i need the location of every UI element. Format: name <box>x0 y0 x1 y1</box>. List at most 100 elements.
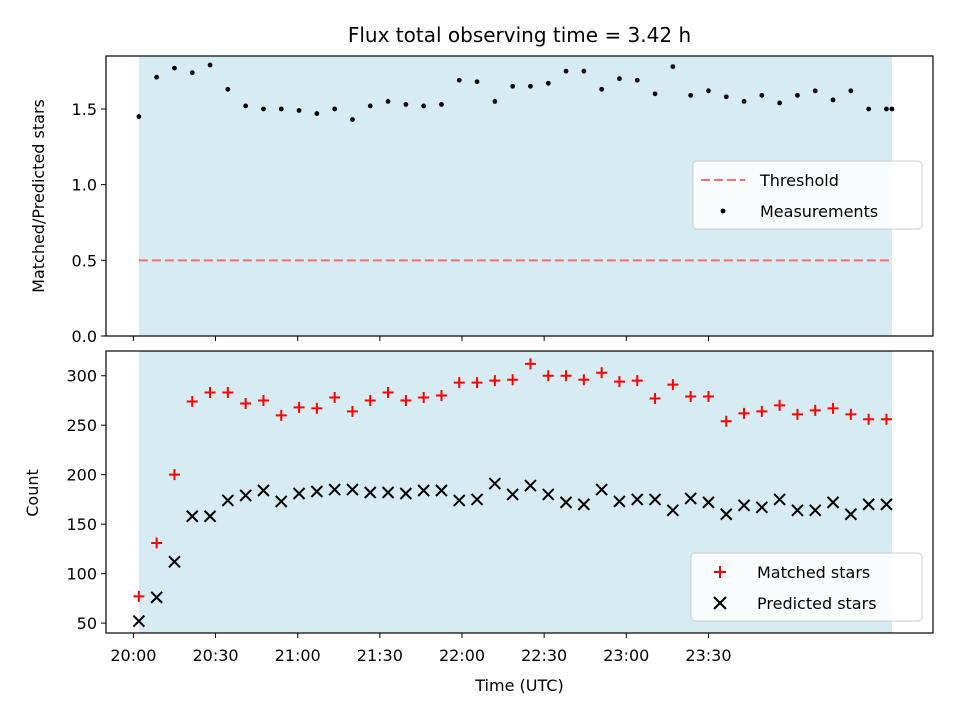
predicted-star-marker <box>186 510 199 523</box>
matched-star-marker <box>560 370 572 382</box>
matched-star-marker <box>720 415 732 427</box>
predicted-star-marker <box>862 498 875 511</box>
matched-star-marker <box>809 404 821 416</box>
matched-star-marker <box>418 392 430 404</box>
measurement-point <box>634 77 640 83</box>
matched-star-marker <box>293 401 305 413</box>
predicted-star-marker <box>755 501 769 514</box>
predicted-star-marker <box>275 495 288 508</box>
matched-star-marker <box>738 407 750 419</box>
legend-measurements-label: Measurements <box>760 202 878 221</box>
x-tick-label: 22:30 <box>521 646 567 665</box>
measurement-point <box>225 86 231 92</box>
measurement-point <box>439 102 444 107</box>
measurement-point <box>367 103 373 109</box>
matched-star-marker <box>524 358 536 370</box>
legend-predicted-swatch <box>713 596 727 610</box>
measurement-point <box>385 99 391 104</box>
predicted-star-marker <box>577 498 591 511</box>
predicted-star-marker <box>381 486 395 499</box>
matched-star-marker <box>542 370 554 382</box>
predicted-star-marker <box>809 504 822 517</box>
measurement-point <box>261 106 266 112</box>
measurement-point <box>848 88 854 94</box>
matched-star-marker <box>578 374 590 386</box>
measurement-point <box>741 99 747 104</box>
matched-star-marker <box>346 405 358 417</box>
legend-predicted-label: Predicted stars <box>757 594 877 613</box>
measurement-point <box>866 106 872 112</box>
legend-threshold-label: Threshold <box>759 171 839 190</box>
top-y-ticks: 0.0 0.5 1.0 1.5 <box>72 100 106 346</box>
predicted-star-marker <box>826 496 840 509</box>
matched-star-marker <box>827 402 839 414</box>
bottom-legend-box <box>690 552 923 622</box>
bottom-y-axis-label: Count <box>23 469 42 517</box>
matched-star-marker <box>186 395 198 407</box>
bottom-panel: 50 100 150 200 250 300 20:00 20:30 21:00 21:30 22… <box>23 350 934 695</box>
measurement-point <box>670 64 676 69</box>
matched-star-marker <box>204 387 216 399</box>
matched-star-marker <box>863 413 875 425</box>
y-tick-label: 250 <box>66 416 97 435</box>
predicted-star-marker <box>559 496 573 509</box>
predicted-star-marker <box>203 510 217 523</box>
x-tick-label: 21:30 <box>357 646 403 665</box>
matched-star-marker <box>435 390 447 402</box>
measurement-point <box>581 68 587 74</box>
measurement-point <box>154 74 160 80</box>
predicted-star-marker <box>168 555 181 568</box>
matched-star-marker <box>649 392 661 404</box>
measurement-point <box>688 92 694 98</box>
predicted-star-marker <box>773 493 786 506</box>
predicted-star-marker <box>417 484 430 497</box>
measurement-point <box>278 106 284 112</box>
measurement-point <box>189 70 195 76</box>
measurement-point <box>421 103 427 109</box>
measurement-point <box>599 86 605 92</box>
matched-star-marker <box>275 409 287 421</box>
bottom-axes-frame <box>105 350 934 634</box>
predicted-star-marker <box>613 495 626 508</box>
matched-star-marker <box>845 408 857 420</box>
y-tick-label: 200 <box>66 466 97 485</box>
predicted-star-marker <box>470 493 484 506</box>
measurement-point <box>563 68 569 74</box>
measurement-point <box>652 91 658 97</box>
matched-star-marker <box>596 367 608 379</box>
bottom-y-ticks: 50 100 150 200 250 300 <box>66 367 106 633</box>
predicted-stars-series <box>132 477 893 628</box>
matched-star-marker <box>364 394 376 406</box>
predicted-star-marker <box>364 486 377 499</box>
matched-star-marker <box>613 376 625 388</box>
x-tick-label: 20:00 <box>110 646 156 665</box>
matched-star-marker <box>151 537 163 549</box>
measurement-point <box>296 108 302 113</box>
bottom-x-ticks: 20:00 20:30 21:00 21:30 22:00 22:30 23:00 23:30 <box>110 633 732 665</box>
x-tick-label: 23:30 <box>685 646 731 665</box>
matched-star-marker <box>774 399 786 411</box>
measurement-point <box>172 65 177 71</box>
measurement-point <box>889 106 895 112</box>
x-axis-label: Time (UTC) <box>474 676 563 695</box>
legend-measurements-swatch <box>720 208 726 214</box>
measurement-point <box>723 94 729 100</box>
predicted-star-marker <box>435 484 448 497</box>
chart-title: Flux total observing time = 3.42 h <box>348 23 691 47</box>
predicted-star-marker <box>399 487 413 500</box>
measurement-point <box>545 80 551 86</box>
measurement-point <box>136 114 142 119</box>
predicted-star-marker <box>720 508 733 521</box>
top-axes-frame <box>105 55 934 337</box>
predicted-star-marker <box>542 488 555 501</box>
top-legend[interactable]: Threshold Measurements <box>692 160 923 230</box>
matched-star-marker <box>329 392 341 404</box>
y-tick-label: 0.0 <box>72 327 97 346</box>
x-tick-label: 21:00 <box>275 646 321 665</box>
top-x-ticks <box>132 336 709 341</box>
predicted-star-marker <box>221 494 235 507</box>
measurement-point <box>795 92 800 98</box>
y-tick-label: 300 <box>66 367 97 386</box>
matched-star-marker <box>168 469 180 481</box>
bottom-legend[interactable]: Matched stars Predicted stars <box>690 552 923 622</box>
